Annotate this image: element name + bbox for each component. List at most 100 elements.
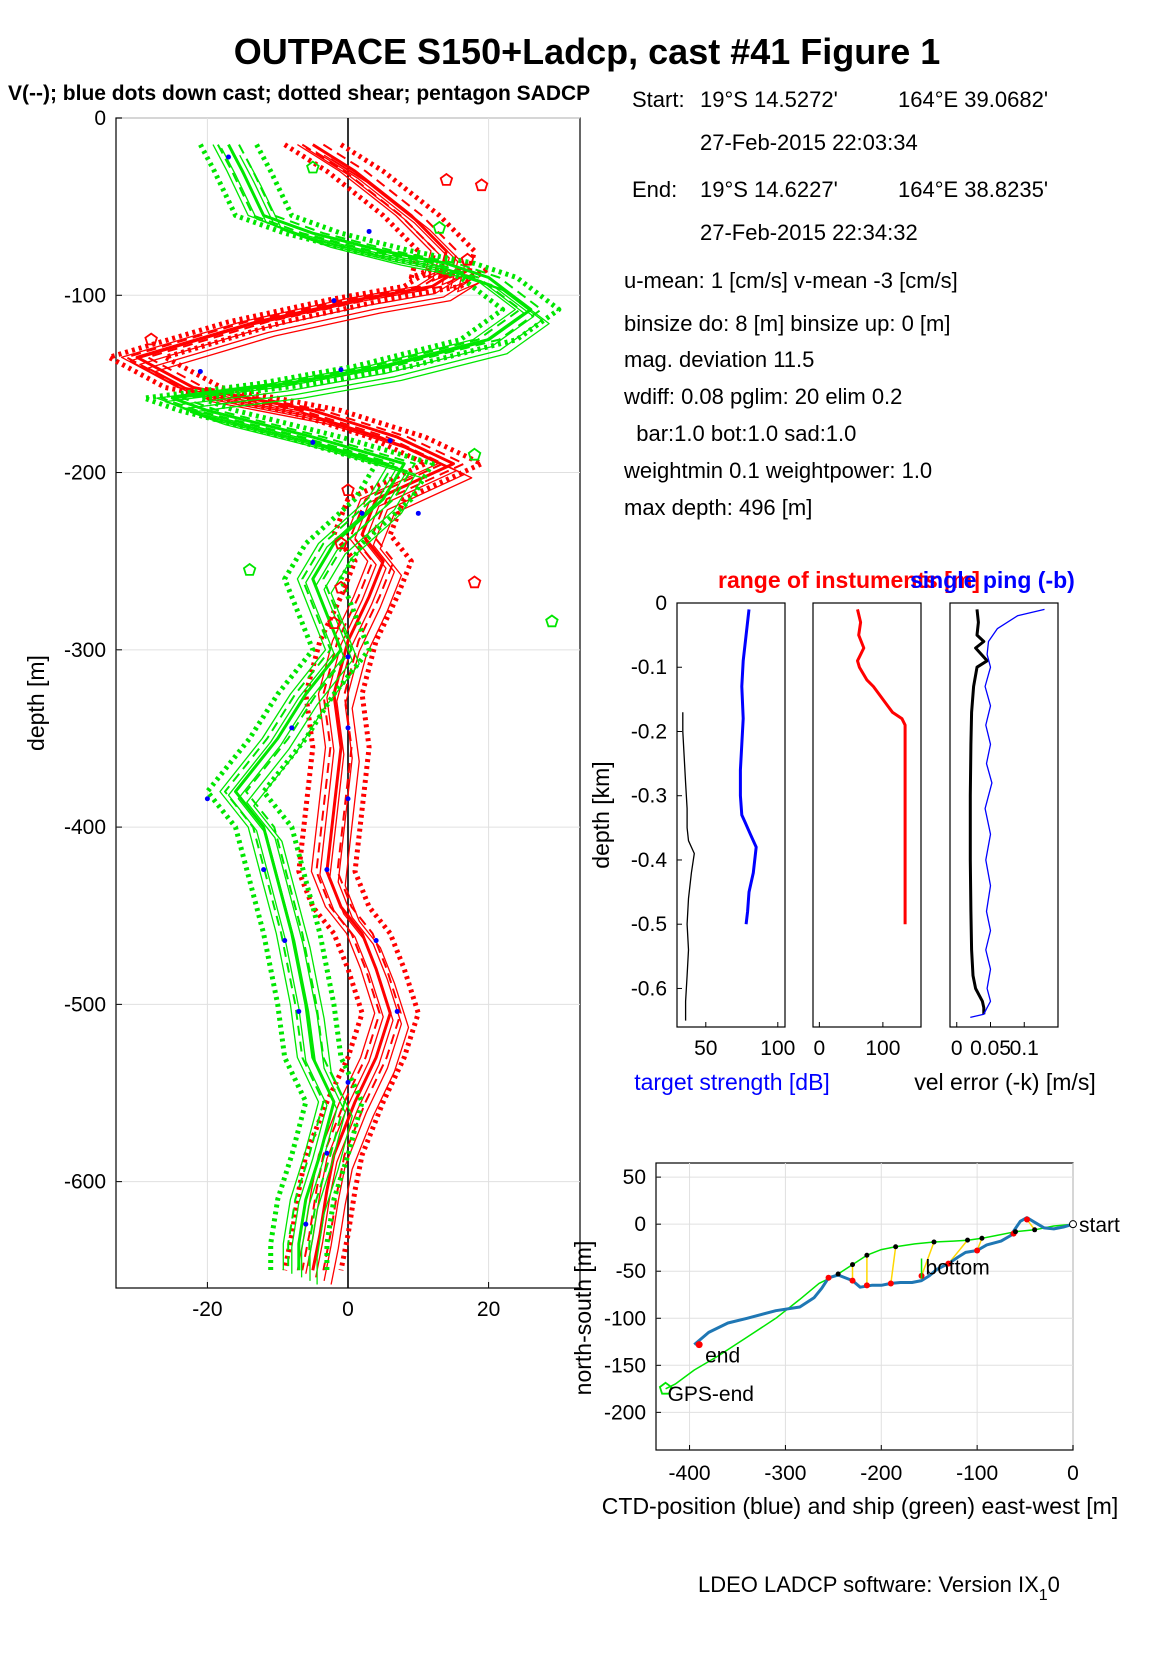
- sadcp-marker: [334, 580, 348, 594]
- ts-plot-data: [682, 609, 758, 1021]
- x-tick-label: 20: [477, 1298, 500, 1321]
- ship-point: [893, 1244, 899, 1250]
- velocity-profile-axes: -20 0 200-100-200-300-400-500-600 depth [m…: [23, 107, 581, 1321]
- blue-dot: [225, 154, 231, 160]
- info-wdiff: wdiff: 0.08 pglim: 20 elim 0.2: [623, 384, 902, 409]
- info-weight: weightmin 0.1 weightpower: 1.0: [623, 458, 932, 483]
- x-tick-label: 0: [814, 1037, 826, 1060]
- blue-dot: [394, 1008, 400, 1014]
- footer-version: LDEO LADCP software: Version IX10: [698, 1572, 1060, 1604]
- ts-y-axis-label: depth [km]: [588, 761, 614, 868]
- y-tick-label: -200: [604, 1401, 646, 1424]
- y-tick-label: -150: [604, 1354, 646, 1377]
- figure-title: OUTPACE S150+Ladcp, cast #41 Figure 1: [234, 31, 941, 72]
- info-start-lat: 19°S 14.5272': [700, 87, 838, 112]
- annotation-start: start: [1079, 1214, 1120, 1237]
- blue-dot: [415, 510, 421, 516]
- annotation-end: end: [705, 1345, 740, 1368]
- blue-dot: [331, 298, 337, 304]
- info-magdev: mag. deviation 11.5: [624, 347, 814, 372]
- ship-point: [850, 1262, 856, 1268]
- green-dashed-line: [181, 144, 543, 1271]
- red-profile-line: [139, 151, 464, 1278]
- footer-subscript: 1: [1039, 1587, 1048, 1604]
- blue-dot: [303, 1221, 309, 1227]
- ship-point: [864, 1252, 870, 1258]
- sadcp-marker: [467, 447, 482, 461]
- x-tick-label: 100: [865, 1037, 900, 1060]
- vel-error-axes: 0 0.050.1 single ping (-b) vel error (-k)…: [910, 567, 1096, 1095]
- x-tick-label: 0.05: [970, 1037, 1011, 1060]
- pos-grid: [656, 1163, 1074, 1450]
- sadcp-marker: [334, 536, 348, 550]
- sadcp-marker: [432, 220, 447, 234]
- y-tick-label: -0.3: [631, 785, 667, 808]
- x-tick-label: 0: [1067, 1462, 1079, 1485]
- info-end-lon: 164°E 38.8235': [898, 177, 1048, 202]
- range-axes-box: [812, 602, 922, 1028]
- ship-point: [931, 1239, 937, 1245]
- ctd-point: [863, 1282, 870, 1289]
- range-plot-data: [856, 609, 907, 925]
- ts-axes-box: [676, 602, 786, 1028]
- sadcp-marker: [327, 616, 341, 629]
- shear-red-line: [106, 142, 435, 1271]
- sadcp-marker: [144, 332, 158, 346]
- blue-dot: [282, 938, 288, 944]
- green-profile-line: [156, 144, 516, 1271]
- position-axes: start bottom end GPS-end -400 -300 -200 -100 0 5…: [570, 1162, 1120, 1519]
- blue-dot: [289, 725, 295, 731]
- footer-tail: 0: [1048, 1572, 1060, 1597]
- black-series-line: [968, 609, 989, 1015]
- green-profile-line: [174, 151, 535, 1278]
- blue-dot: [204, 796, 210, 802]
- pos-y-axis-label: north-south [m]: [570, 1241, 596, 1396]
- pos-axes-box: [655, 1162, 1074, 1451]
- err-x-axis-label: vel error (-k) [m/s]: [914, 1069, 1095, 1095]
- sadcp-marker: [242, 562, 257, 576]
- blue-dot: [197, 369, 203, 374]
- green-mean-line: [170, 143, 533, 1271]
- info-end-label: End:: [632, 177, 677, 202]
- figure-subtitle: V(--); blue dots down cast; dotted shear…: [8, 82, 590, 105]
- sadcp-marker: [474, 178, 489, 192]
- blue-dot: [345, 654, 351, 660]
- err-axes-box: [949, 602, 1059, 1028]
- sadcp-marker: [306, 160, 320, 174]
- info-start-time: 27-Feb-2015 22:03:34: [700, 130, 918, 155]
- info-end-time: 27-Feb-2015 22:34:32: [700, 220, 918, 245]
- ctd-track-line: [693, 1216, 1074, 1346]
- pos-ticks: -400 -300 -200 -100 0 50 0 -50 -100 -150 -200: [604, 1166, 1079, 1485]
- ctd-point: [974, 1247, 981, 1254]
- red-series-line: [856, 609, 907, 925]
- ship-point: [1032, 1227, 1038, 1233]
- y-tick-label: -500: [64, 993, 106, 1016]
- info-start-label: Start:: [632, 87, 685, 112]
- y-tick-label: -100: [64, 284, 106, 307]
- ts-ticks: 50 100 0 -0.1 -0.2 -0.3 -0.4 -0.5 -0.6: [631, 592, 796, 1060]
- y-tick-label: -0.2: [631, 720, 667, 743]
- y-tick-label: -0.5: [631, 913, 667, 936]
- single-ping-title: single ping (-b): [910, 567, 1075, 593]
- blue-dot: [296, 1008, 302, 1014]
- ship-point: [965, 1237, 971, 1243]
- range-axes: 0 100: [812, 602, 922, 1060]
- link-line: [890, 1246, 897, 1284]
- annotation-gps-end: GPS-end: [668, 1383, 754, 1406]
- blue-series-line: [738, 609, 758, 925]
- y-tick-label: -100: [604, 1307, 646, 1330]
- ctd-point: [887, 1280, 894, 1287]
- sadcp-marker: [467, 575, 482, 589]
- velocity-y-axis-label: depth [m]: [23, 655, 49, 751]
- blue-dot: [261, 867, 267, 873]
- x-tick-label: -400: [669, 1462, 711, 1485]
- blue-dot: [387, 438, 393, 444]
- y-tick-label: -200: [64, 462, 106, 485]
- y-tick-label: 0: [655, 592, 667, 615]
- info-block: Start: 19°S 14.5272' 164°E 39.0682' 27-F…: [623, 87, 1048, 520]
- y-tick-label: -0.1: [631, 656, 667, 679]
- ship-point: [1012, 1229, 1018, 1235]
- y-tick-label: -50: [616, 1260, 646, 1283]
- y-tick-label: 0: [94, 107, 106, 130]
- target-strength-axes: 50 100 0 -0.1 -0.2 -0.3 -0.4 -0.5 -0.6 depth [km…: [588, 567, 980, 1095]
